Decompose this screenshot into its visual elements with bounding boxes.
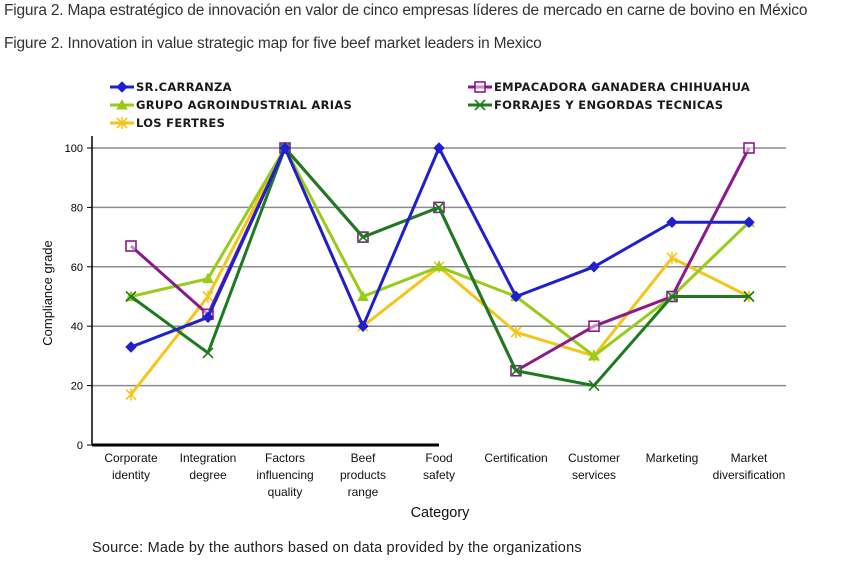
data-point (743, 290, 755, 303)
data-point (357, 320, 369, 332)
legend-swatch-marker (474, 81, 486, 93)
series-line (130, 146, 751, 373)
data-point (433, 260, 445, 272)
legend-entry: EMPACADORA GANADERA CHIHUAHUA (468, 80, 750, 94)
chart-series (125, 141, 755, 401)
figure-caption-spanish: Figura 2. Mapa estratégico de innovación… (4, 2, 808, 19)
data-point (202, 311, 214, 323)
x-category-label: Beef products range (340, 451, 386, 499)
x-category-label: Corporate identity (104, 451, 158, 482)
legend-label: LOS FERTRES (136, 116, 225, 130)
x-category-label: Food safety (423, 451, 455, 482)
data-point (202, 347, 214, 359)
x-axis-title: Category (411, 505, 471, 521)
y-tick-label-100: 100 (65, 143, 83, 155)
data-point (588, 349, 600, 361)
x-category-label: Marketing (646, 451, 699, 465)
x-category-label: Customer services (568, 451, 620, 482)
legend-swatch-marker (116, 81, 128, 93)
data-point (743, 216, 755, 228)
data-point (510, 326, 522, 339)
legend-swatch-marker (474, 99, 486, 111)
data-point (202, 290, 214, 303)
x-category-labels: Corporate identity Integration degree Factor… (104, 451, 785, 499)
legend-label: GRUPO AGROINDUSTRIAL ARIAS (136, 98, 352, 112)
y-tick-label-0: 0 (77, 440, 83, 452)
data-point (125, 388, 137, 401)
data-point (279, 142, 291, 154)
series-grupo-agroindustrial-arias (125, 141, 755, 361)
series-forrajes-y-engordas-tecnicas (125, 142, 755, 392)
data-point (125, 240, 137, 252)
legend-swatch-marker (116, 117, 128, 129)
legend-entry: LOS FERTRES (110, 116, 225, 130)
x-category-label: Certification (484, 451, 547, 465)
data-point (357, 231, 369, 243)
legend-entry: FORRAJES Y ENGORDAS TECNICAS (468, 98, 723, 112)
data-point (743, 142, 755, 154)
legend-entry: SR.CARRANZA (110, 80, 232, 94)
data-point (666, 251, 678, 264)
data-point (588, 261, 600, 273)
data-point (588, 380, 600, 392)
x-category-label: Factors influencing quality (256, 451, 313, 499)
legend-label: SR.CARRANZA (136, 80, 232, 94)
source-note: Source: Made by the authors based on dat… (92, 540, 582, 556)
legend-swatch-marker (116, 98, 128, 110)
data-point (202, 272, 214, 284)
series-line (130, 146, 751, 358)
data-point (666, 290, 678, 303)
series-sr-carranza (125, 142, 755, 353)
y-tick-label-20: 20 (71, 381, 83, 393)
y-axis-title: Compliance grade (40, 240, 55, 346)
data-point (510, 290, 522, 303)
chart-axes (91, 136, 439, 447)
y-tick-label-60: 60 (71, 262, 83, 274)
y-tick-labels: 0 20 40 60 80 100 (65, 143, 83, 452)
x-category-label: Integration degree (180, 451, 237, 482)
legend-label: EMPACADORA GANADERA CHIHUAHUA (494, 80, 750, 94)
data-point (588, 320, 600, 333)
legend-label: FORRAJES Y ENGORDAS TECNICAS (494, 98, 723, 112)
x-category-label: Market diversification (713, 451, 786, 482)
data-point (125, 290, 137, 303)
y-tick-label-40: 40 (71, 321, 83, 333)
figure-caption-english: Figure 2. Innovation in value strategic … (4, 35, 542, 52)
data-point (125, 341, 137, 353)
y-tick-label-80: 80 (71, 202, 83, 214)
data-point (510, 365, 522, 377)
data-point (357, 290, 369, 301)
data-point (433, 201, 445, 213)
data-point (433, 142, 445, 154)
legend-entry: GRUPO AGROINDUSTRIAL ARIAS (110, 98, 352, 112)
data-point (666, 216, 678, 228)
series-line (130, 146, 749, 349)
chart-legend: SR.CARRANZA EMPACADORA GANADERA CHIHUAHUA… (110, 80, 750, 130)
